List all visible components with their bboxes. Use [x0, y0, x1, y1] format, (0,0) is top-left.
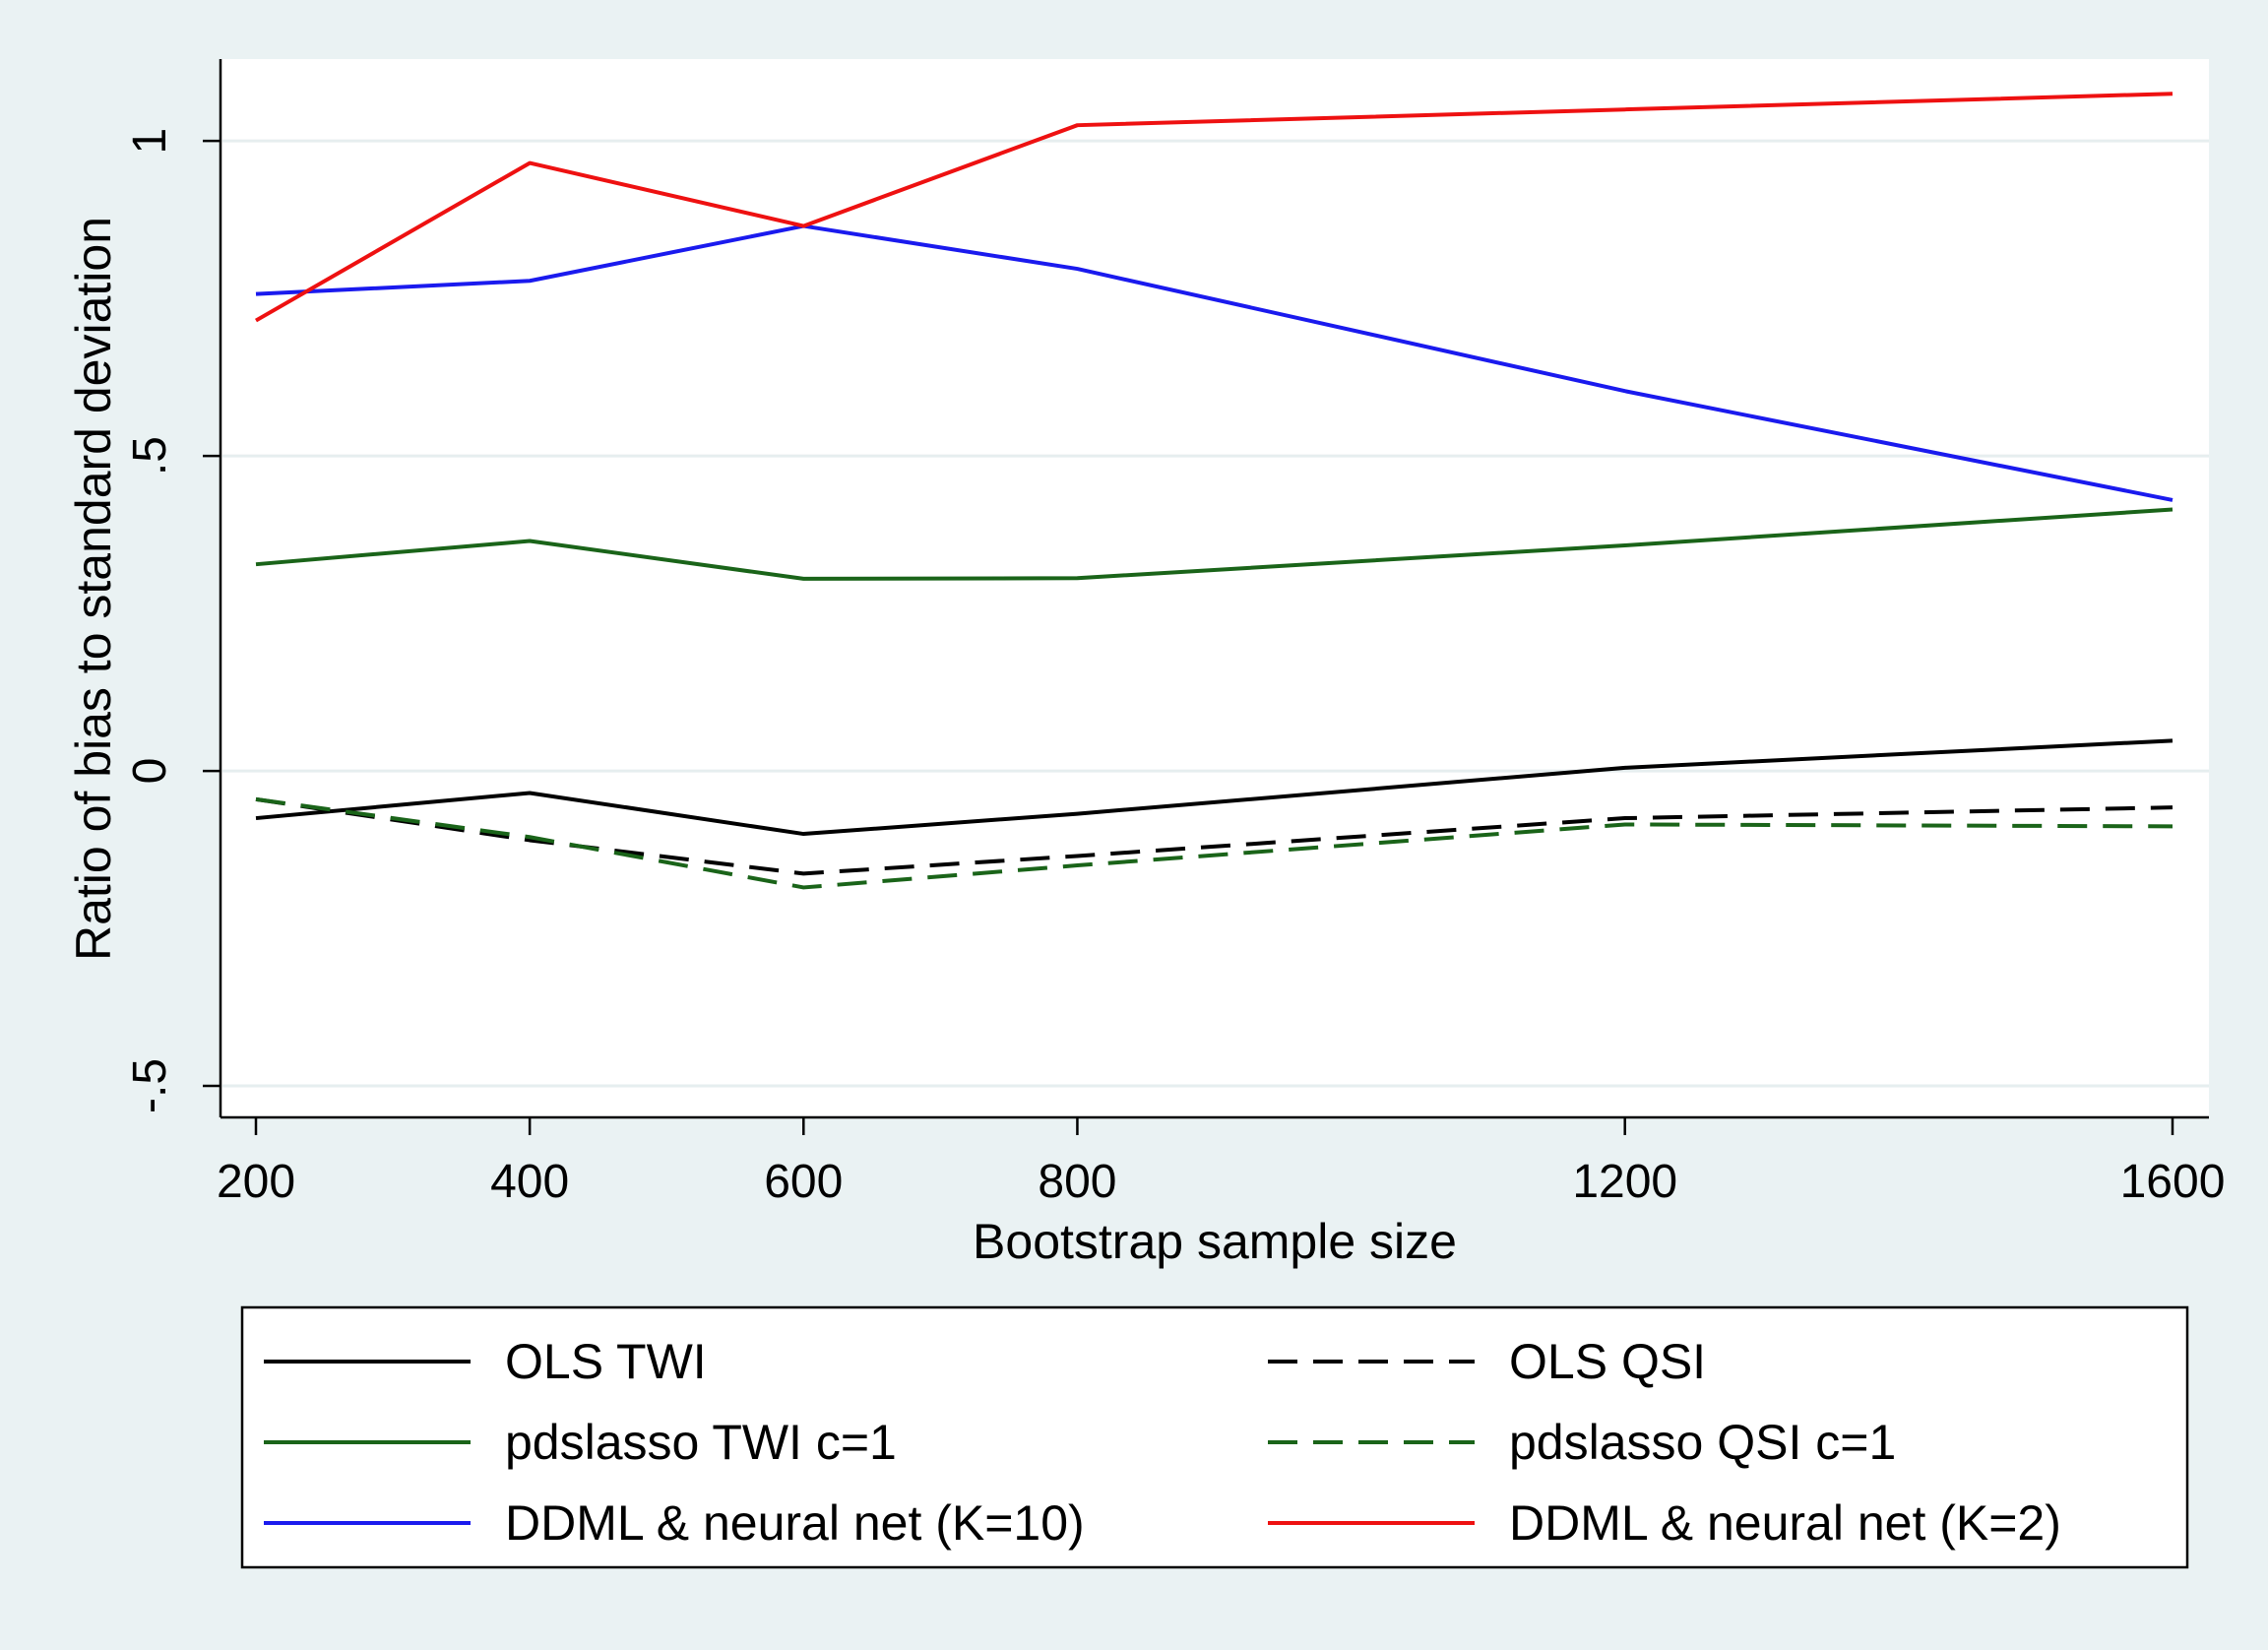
y-axis-title: Ratio of bias to standard deviation — [66, 217, 121, 961]
x-tick-label: 600 — [764, 1156, 843, 1208]
series-layer — [255, 92, 2174, 890]
legend: OLS TWI OLS QSI pdslasso TWI c=1 pdslasso Q… — [264, 1334, 2061, 1551]
plot-area — [220, 59, 2209, 1117]
y-tick-label: 0 — [124, 758, 176, 785]
x-tick-label: 400 — [490, 1156, 569, 1208]
series-line-pdslasso-qsi-c-1 — [255, 796, 2174, 890]
x-axis-title: Bootstrap sample size — [973, 1214, 1457, 1269]
series-line-ddml-neural-net-k-2- — [255, 92, 2174, 323]
y-tick-label: .5 — [124, 436, 176, 476]
legend-label: OLS TWI — [505, 1334, 707, 1389]
x-tick-label: 1200 — [1572, 1156, 1677, 1208]
x-tick-label: 800 — [1038, 1156, 1116, 1208]
series-line-ols-qsi — [255, 796, 2174, 876]
legend-label: pdslasso TWI c=1 — [505, 1415, 897, 1470]
x-tick-label: 1600 — [2120, 1156, 2226, 1208]
series-line-ddml-neural-net-k-10- — [255, 223, 2174, 502]
x-tick-label: 200 — [217, 1156, 295, 1208]
grid-lines — [222, 139, 2209, 1088]
series-line-pdslasso-twi-c-1 — [255, 507, 2174, 581]
legend-label: DDML & neural net (K=10) — [505, 1495, 1085, 1551]
legend-label: OLS QSI — [1509, 1334, 1706, 1389]
legend-label: pdslasso QSI c=1 — [1509, 1415, 1896, 1470]
y-tick-label: -.5 — [124, 1058, 176, 1113]
legend-label: DDML & neural net (K=2) — [1509, 1495, 2061, 1551]
y-tick-label: 1 — [124, 128, 176, 155]
series-line-ols-twi — [255, 738, 2174, 837]
legend-box — [240, 1305, 2189, 1569]
